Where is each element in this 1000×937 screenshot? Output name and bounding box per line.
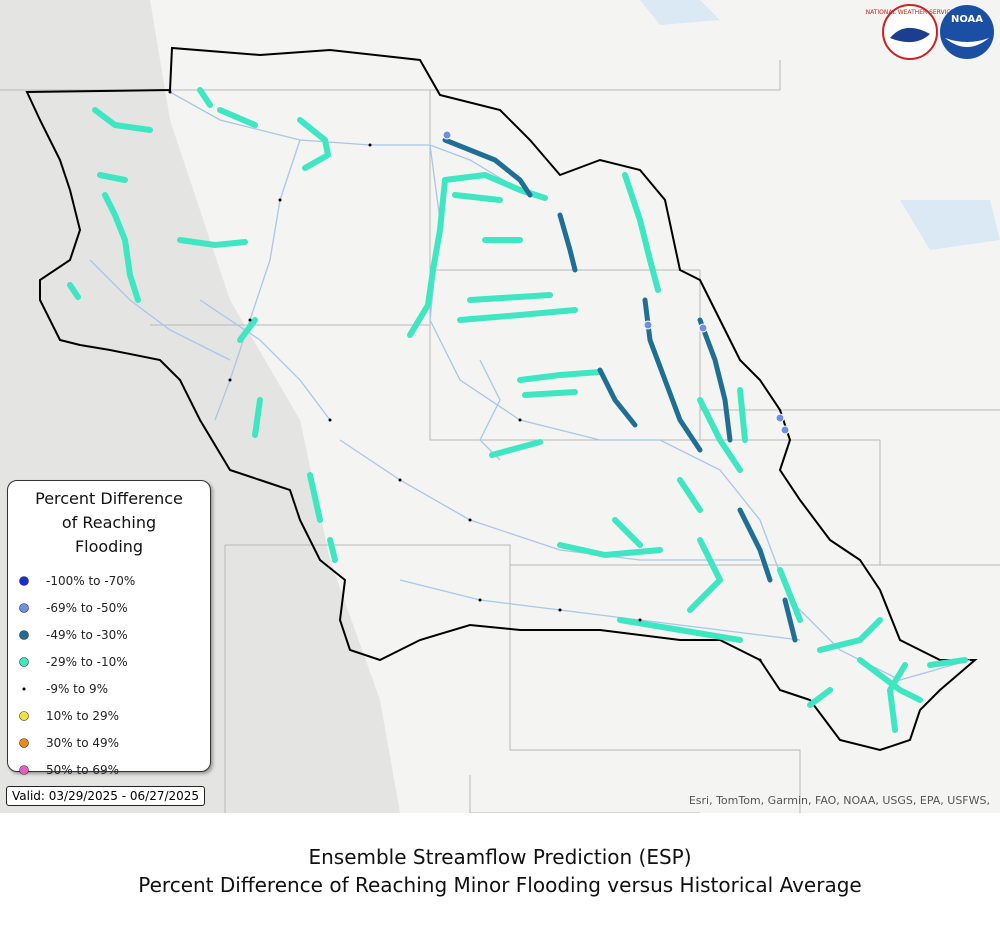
valid-dates: Valid: 03/29/2025 - 06/27/2025 [6, 786, 206, 806]
legend-dot [19, 737, 29, 748]
nws-logo: NATIONAL WEATHER SERVICE [866, 4, 955, 60]
noaa-logo: NOAA [940, 5, 994, 59]
legend-swatch [19, 710, 29, 721]
legend-label: 10% to 29% [46, 708, 120, 723]
legend-swatch [22, 687, 26, 690]
legend-swatch [19, 656, 29, 667]
flood-reaches [67, 87, 968, 733]
legend-swatch [19, 764, 29, 775]
legend-dot [19, 656, 29, 667]
legend-item: 30% to 49% [8, 729, 210, 756]
legend-label: -100% to -70% [46, 573, 136, 588]
legend-label: -69% to -50% [46, 600, 128, 615]
strong-points [442, 130, 790, 435]
attribution: Esri, TomTom, Garmin, FAO, NOAA, USGS, E… [688, 794, 990, 807]
legend-dot [19, 629, 29, 640]
legend-dot [19, 575, 29, 586]
legend-title: Percent Difference of Reaching Flooding [35, 489, 183, 556]
legend-label: -9% to 9% [46, 681, 109, 696]
legend-label: 50% to 69% [46, 762, 120, 777]
caption-line: Percent Difference of Reaching Minor Flo… [138, 873, 862, 897]
legend-label: -49% to -30% [46, 627, 128, 642]
legend-dot [19, 602, 29, 613]
legend-dot [22, 687, 26, 690]
legend-item: 50% to 69% [8, 756, 210, 783]
state-lines [0, 60, 1000, 813]
legend-item: -100% to -70% [8, 567, 210, 594]
legend: Percent Difference of Reaching Flooding … [7, 480, 211, 804]
gauge-points [168, 90, 762, 662]
legend-swatch [19, 575, 29, 586]
legend-items: -100% to -70% -69% to -50% -49% to -30% -29… [8, 567, 210, 810]
legend-item: -69% to -50% [8, 594, 210, 621]
legend-swatch [19, 602, 29, 613]
legend-item: -49% to -30% [8, 621, 210, 648]
nws-text: NATIONAL WEATHER SERVICE [866, 9, 955, 16]
basin-outline [25, 46, 978, 752]
legend-label: -29% to -10% [46, 654, 128, 669]
water [640, 0, 1000, 250]
legend-dot [19, 764, 29, 775]
legend-item: -9% to 9% [8, 675, 210, 702]
caption-line: Ensemble Streamflow Prediction (ESP) [308, 845, 692, 869]
noaa-text: NOAA [951, 14, 983, 25]
legend-swatch [19, 737, 29, 748]
legend-item: 10% to 29% [8, 702, 210, 729]
legend-item: -29% to -10% [8, 648, 210, 675]
legend-swatch [19, 629, 29, 640]
legend-label: 30% to 49% [46, 735, 120, 750]
legend-dot [19, 710, 29, 721]
